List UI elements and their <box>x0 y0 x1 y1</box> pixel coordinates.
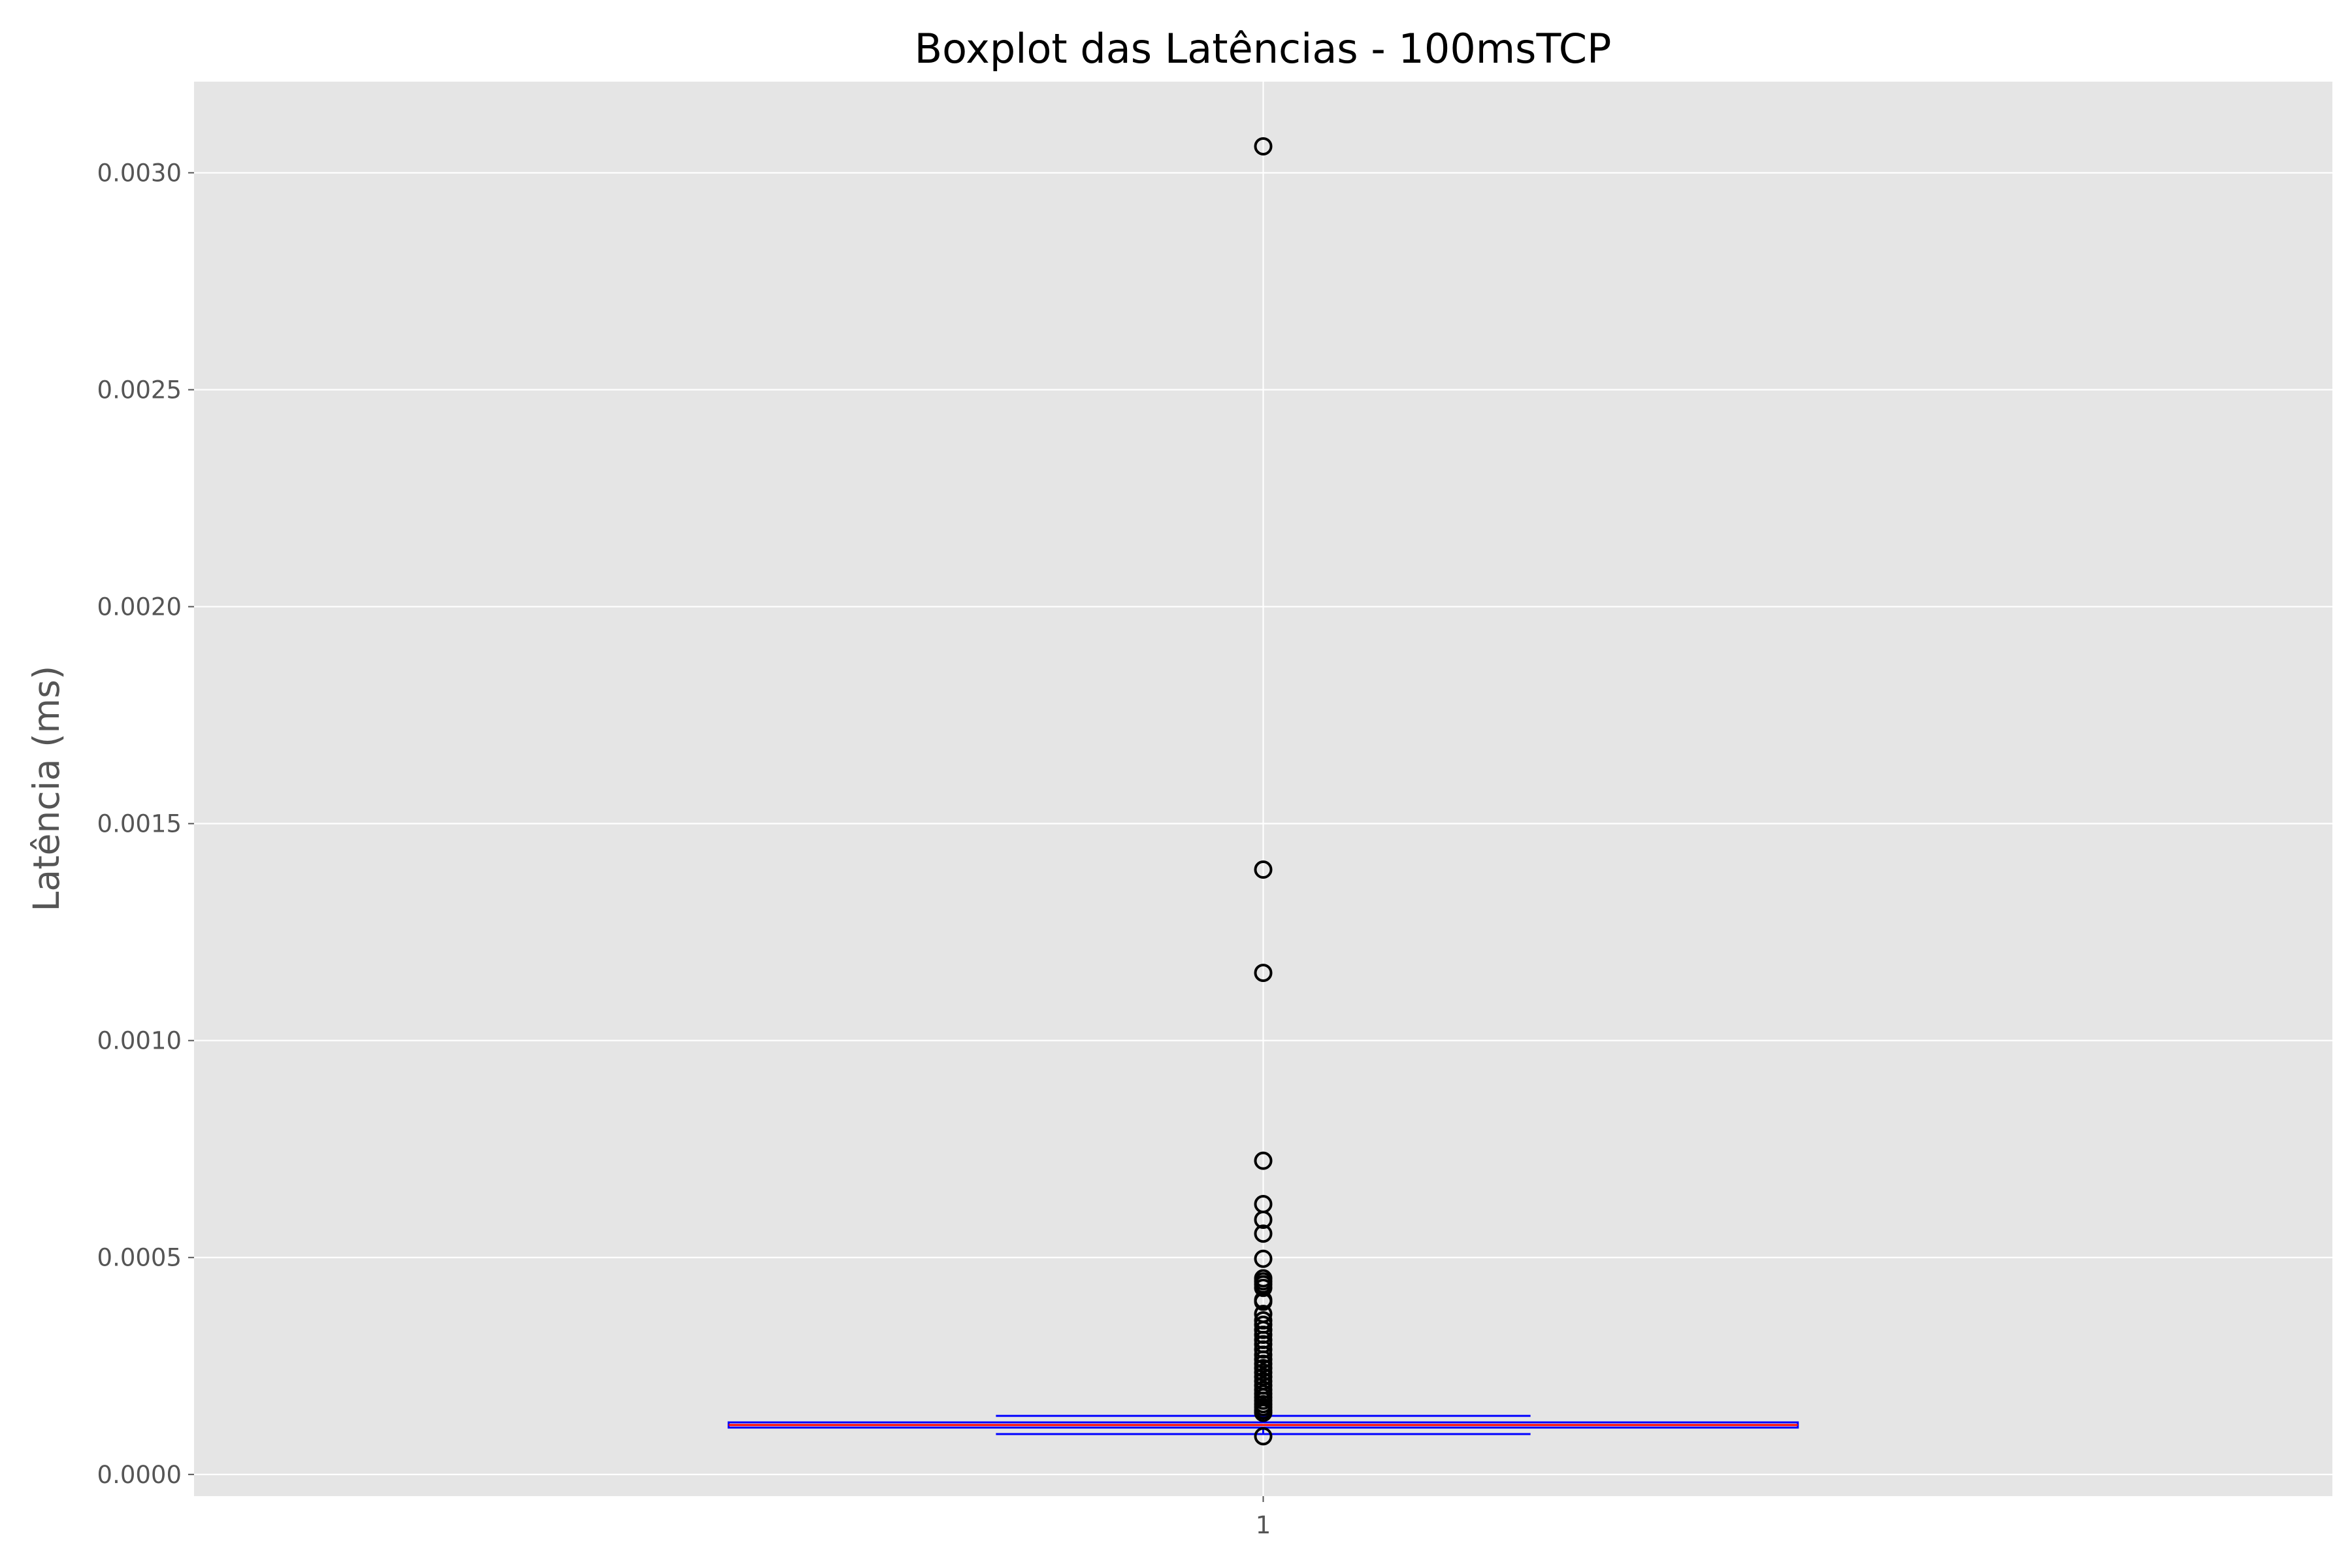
y-tick-label: 0.0020 <box>97 593 182 621</box>
flier-point <box>1254 964 1273 983</box>
flier-point <box>1254 1292 1273 1311</box>
flier-point <box>1254 1279 1273 1298</box>
y-tick-label: 0.0010 <box>97 1027 182 1055</box>
y-tick-label: 0.0025 <box>97 376 182 404</box>
x-tick-label: 1 <box>1256 1511 1271 1539</box>
flier-point <box>1254 1427 1273 1446</box>
axis-ticks: 0.0000 0.0005 0.0010 0.0015 0.0020 0.0025 0.00… <box>97 159 1271 1539</box>
flier-point <box>1254 1151 1273 1170</box>
grid-lines <box>194 82 2332 1496</box>
flier-point <box>1254 1249 1273 1268</box>
y-axis-label: Latência (ms) <box>25 666 67 911</box>
flier-point <box>1254 860 1273 879</box>
flier-point <box>1254 1210 1273 1229</box>
flier-point <box>1254 1340 1273 1359</box>
flier-point <box>1254 1224 1273 1243</box>
chart-title: Boxplot das Latências - 100msTCP <box>915 25 1612 73</box>
y-tick-label: 0.0015 <box>97 810 182 838</box>
box-and-fliers <box>727 137 1799 1446</box>
y-tick-label: 0.0030 <box>97 159 182 187</box>
y-tick-label: 0.0005 <box>97 1244 182 1272</box>
flier-point <box>1254 1403 1273 1422</box>
flier-point <box>1254 1320 1273 1339</box>
flier-point <box>1254 137 1273 155</box>
y-tick-label: 0.0000 <box>97 1461 182 1489</box>
flier-point <box>1254 1345 1273 1364</box>
